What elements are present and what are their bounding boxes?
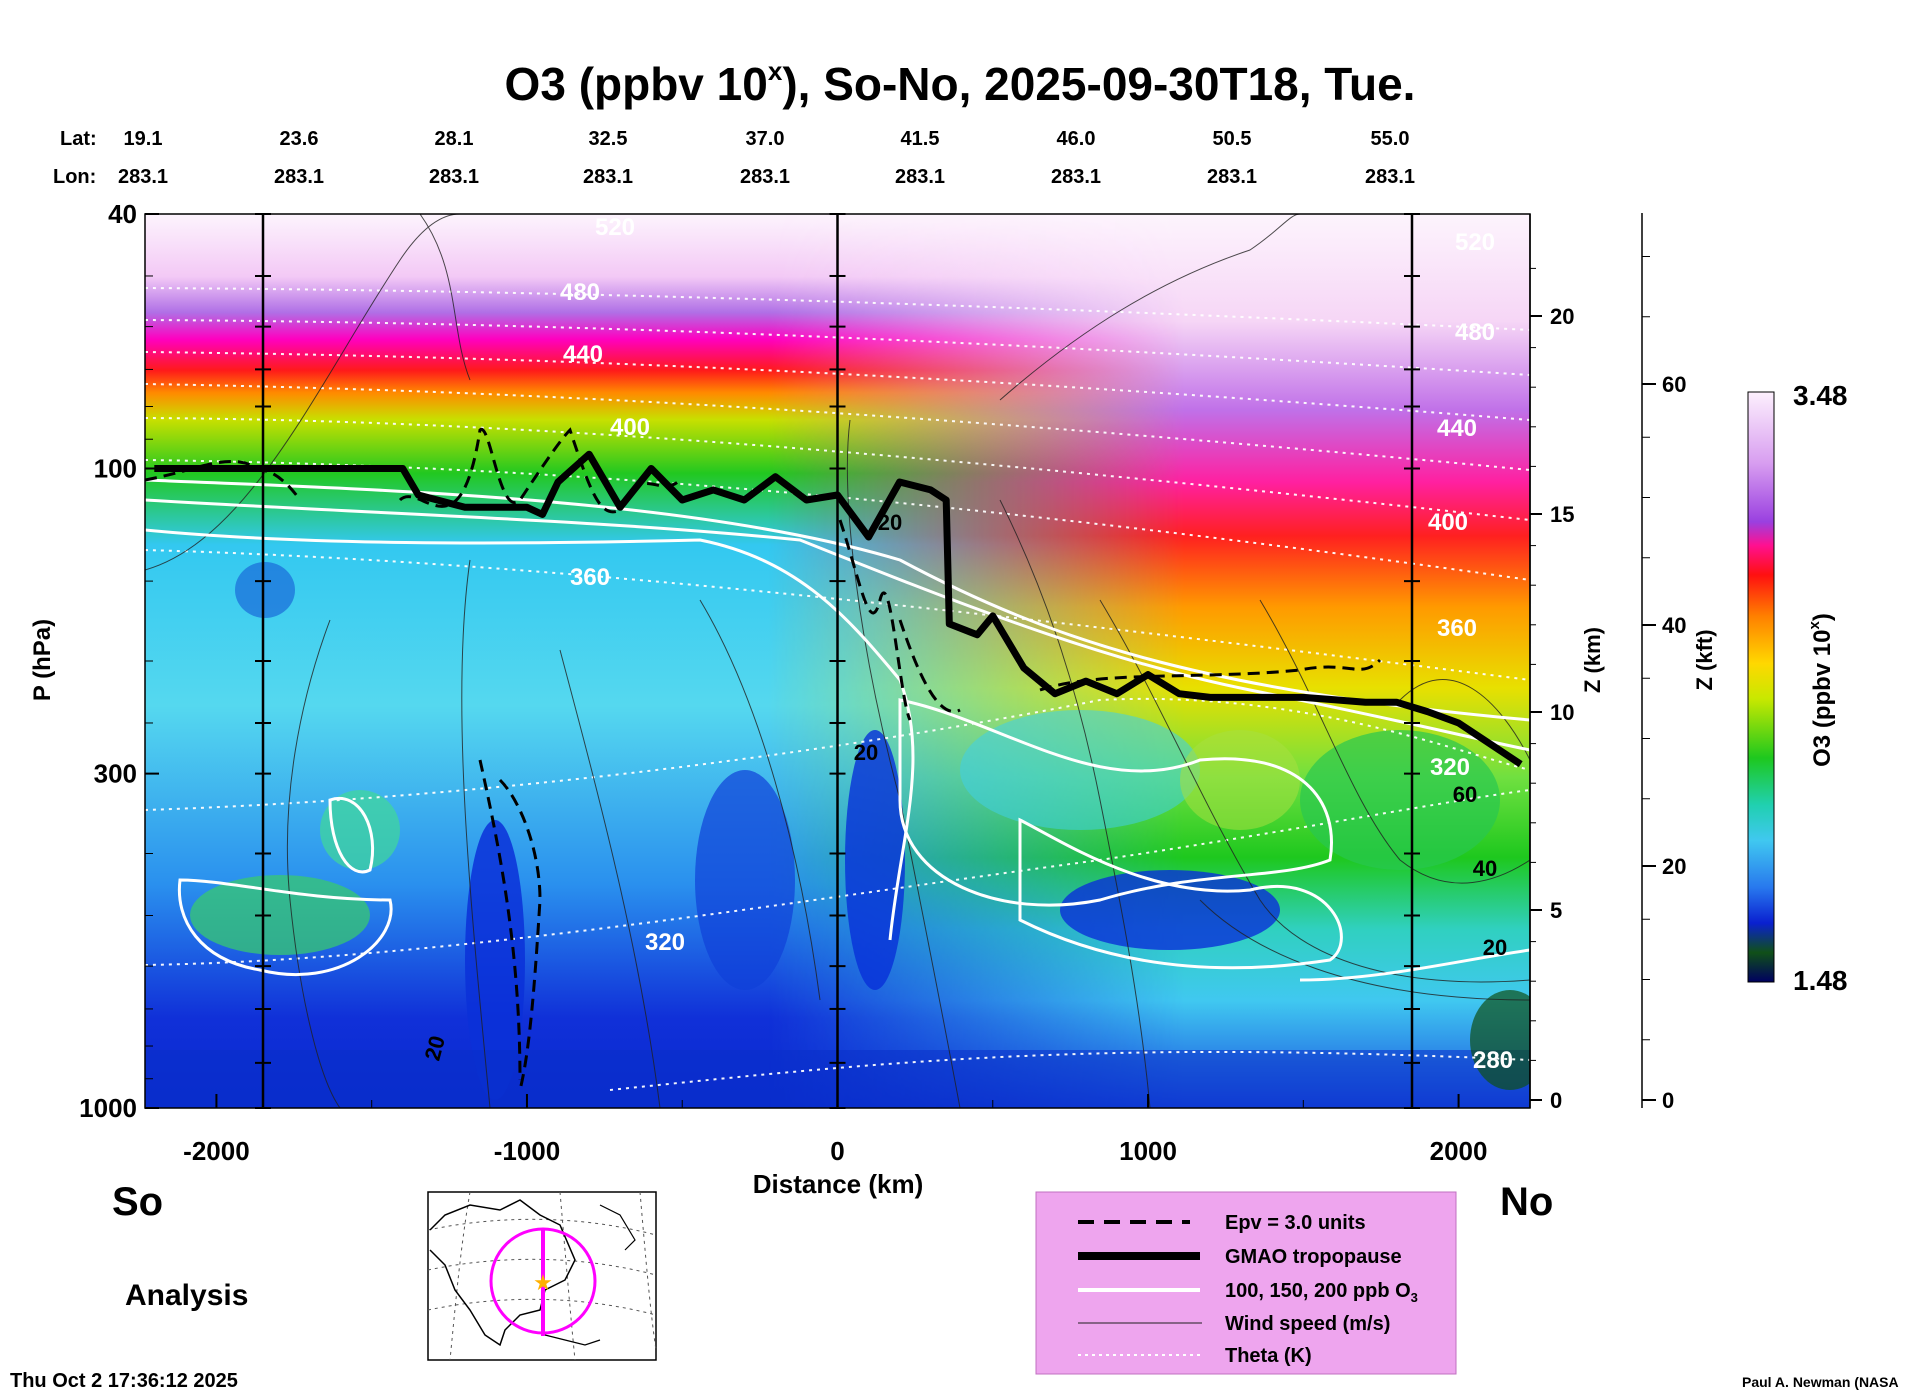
- distance-tick-label-0: -2000: [183, 1136, 250, 1166]
- pressure-tick-label-0: 40: [108, 199, 137, 229]
- analysis-label: Analysis: [125, 1279, 248, 1312]
- theta-label-3: 400: [610, 414, 650, 441]
- theta-label-5: 320: [645, 929, 685, 956]
- timestamp: Thu Oct 2 17:36:12 2025: [10, 1370, 238, 1392]
- colorbar-max: 3.48: [1793, 380, 1848, 411]
- legend-tropopause: GMAO tropopause: [1225, 1246, 1402, 1268]
- legend-epv: Epv = 3.0 units: [1225, 1212, 1366, 1234]
- colorbar-label: O3 (ppbv 10x): [1806, 613, 1836, 767]
- z-kft-tick-label-3: 0: [1662, 1088, 1674, 1113]
- z-kft-tick-label-1: 40: [1662, 613, 1686, 638]
- lon-value-2: 283.1: [429, 166, 479, 188]
- distance-tick-label-4: 2000: [1430, 1136, 1488, 1166]
- lon-row-label: Lon:: [53, 166, 96, 188]
- pressure-tick-label-1: 100: [94, 453, 137, 483]
- wind-label-4: 20: [1483, 935, 1507, 960]
- legend-theta: Theta (K): [1225, 1345, 1312, 1367]
- theta-label-7: 520: [1455, 229, 1495, 256]
- distance-tick-label-2: 0: [830, 1136, 844, 1166]
- lat-row-label: Lat:: [60, 128, 97, 150]
- credit: Paul A. Newman (NASA: [1742, 1374, 1899, 1390]
- z-km-tick-label-0: 20: [1550, 304, 1574, 329]
- legend-wind: Wind speed (m/s): [1225, 1313, 1390, 1335]
- legend-o3: 100, 150, 200 ppb O3: [1225, 1280, 1418, 1305]
- north-label: No: [1500, 1180, 1553, 1224]
- theta-label-2: 440: [563, 341, 603, 368]
- lat-value-0: 19.1: [124, 128, 163, 150]
- z-km-tick-label-4: 0: [1550, 1088, 1562, 1113]
- distance-tick-label-3: 1000: [1119, 1136, 1177, 1166]
- z-km-axis-label: Z (km): [1580, 627, 1605, 693]
- lon-value-4: 283.1: [740, 166, 790, 188]
- z-kft-axis-label: Z (kft): [1692, 629, 1717, 690]
- lon-value-3: 283.1: [583, 166, 633, 188]
- wind-label-5: 20: [878, 510, 902, 535]
- lon-value-8: 283.1: [1365, 166, 1415, 188]
- lon-value-1: 283.1: [274, 166, 324, 188]
- lat-value-4: 37.0: [746, 128, 785, 150]
- theta-label-0: 520: [595, 214, 635, 241]
- lat-value-3: 32.5: [589, 128, 628, 150]
- z-km-tick-label-3: 5: [1550, 898, 1562, 923]
- lon-value-7: 283.1: [1207, 166, 1257, 188]
- lat-lon-labels: 19.1 23.6 28.1 32.5 37.0 41.5 46.0 50.5 55.0 283.…: [118, 128, 1415, 188]
- theta-label-8: 480: [1455, 319, 1495, 346]
- z-kft-axis: 60 40 20 0: [1642, 213, 1686, 1113]
- distance-tick-label-1: -1000: [494, 1136, 561, 1166]
- lat-value-2: 28.1: [435, 128, 474, 150]
- theta-label-10: 400: [1428, 509, 1468, 536]
- chart-title: O3 (ppbv 10x), So-No, 2025-09-30T18, Tue…: [505, 56, 1416, 110]
- south-label: So: [112, 1180, 163, 1224]
- wind-label-2: 60: [1453, 782, 1477, 807]
- lon-value-6: 283.1: [1051, 166, 1101, 188]
- colorbar: [1748, 392, 1774, 982]
- legend: Epv = 3.0 units GMAO tropopause 100, 150…: [1036, 1192, 1456, 1374]
- distance-axis-label: Distance (km): [753, 1169, 924, 1199]
- lat-value-8: 55.0: [1371, 128, 1410, 150]
- inset-map: ★: [428, 1192, 656, 1360]
- ozone-field: [145, 214, 1550, 1108]
- pressure-tick-label-2: 300: [94, 759, 137, 789]
- lon-value-5: 283.1: [895, 166, 945, 188]
- theta-label-12: 320: [1430, 754, 1470, 781]
- pressure-axis-label: P (hPa): [29, 619, 56, 701]
- theta-label-11: 360: [1437, 615, 1477, 642]
- wind-label-3: 40: [1473, 856, 1497, 881]
- z-km-tick-label-2: 10: [1550, 700, 1574, 725]
- lat-value-6: 46.0: [1057, 128, 1096, 150]
- pressure-tick-label-3: 1000: [79, 1093, 137, 1123]
- lat-value-7: 50.5: [1213, 128, 1252, 150]
- z-km-tick-label-1: 15: [1550, 502, 1574, 527]
- lat-value-1: 23.6: [280, 128, 319, 150]
- lat-value-5: 41.5: [901, 128, 940, 150]
- theta-label-9: 440: [1437, 415, 1477, 442]
- z-kft-tick-label-0: 60: [1662, 372, 1686, 397]
- z-kft-tick-label-2: 20: [1662, 854, 1686, 879]
- star-icon: ★: [533, 1270, 553, 1295]
- z-km-axis: 20 15 10 5 0: [1530, 214, 1574, 1113]
- theta-label-1: 480: [560, 279, 600, 306]
- lon-value-0: 283.1: [118, 166, 168, 188]
- theta-label-6: 280: [1473, 1047, 1513, 1074]
- wind-label-1: 20: [854, 740, 878, 765]
- colorbar-min: 1.48: [1793, 965, 1848, 996]
- theta-label-4: 360: [570, 564, 610, 591]
